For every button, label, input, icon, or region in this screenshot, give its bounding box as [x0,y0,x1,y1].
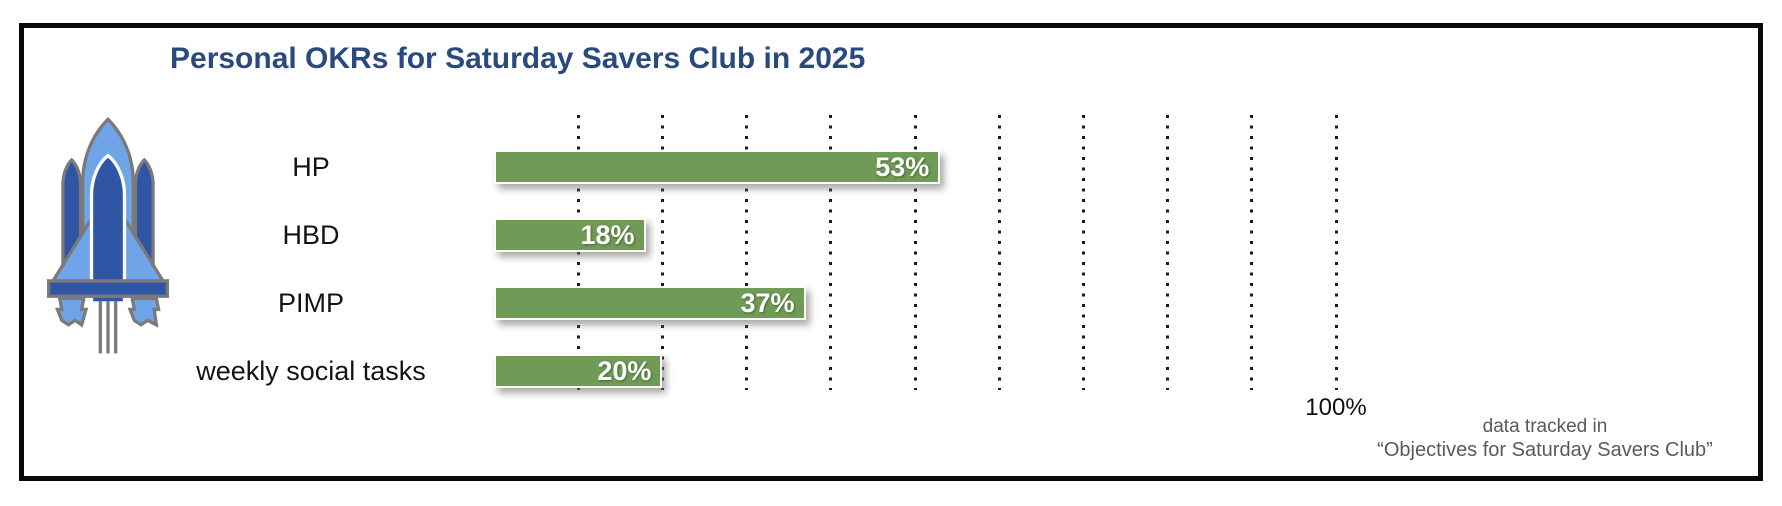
bar-pimp: 37% [494,286,806,320]
bar-data-label: 37% [740,288,795,318]
bar-data-label: 53% [875,152,930,182]
category-label: PIMP [277,288,344,318]
gridline-30pct [745,115,749,390]
gridline-60pct [997,115,1001,390]
bar-hbd: 18% [494,218,646,252]
footnote-line-2: “Objectives for Saturday Savers Club” [1377,439,1713,461]
chart-title: Personal OKRs for Saturday Savers Club i… [170,42,866,75]
gridline-50pct [913,115,917,390]
rocket-flame-right [127,296,161,328]
bar-data-label: 18% [580,220,635,250]
bar-hp: 53% [494,150,941,184]
category-label: HBD [282,220,340,250]
footnote-line-1: data tracked in [1482,416,1608,437]
bar-weekly-social-tasks: 20% [494,354,663,388]
rocket-icon [47,116,169,354]
gridline-40pct [829,115,833,390]
axis-tick-label-100: 100% [1305,394,1367,421]
gridline-10pct [576,115,580,390]
category-label: HP [292,152,330,182]
footnote: data tracked in “Objectives for Saturday… [1330,415,1760,463]
gridline-100pct [1334,115,1338,390]
gridline-80pct [1166,115,1170,390]
gridline-20pct [660,115,664,390]
slide-border [19,23,1763,481]
gridline-90pct [1250,115,1254,390]
gridline-70pct [1081,115,1085,390]
rocket-flame-left [55,296,89,328]
rocket-crossbar [47,279,169,298]
bar-data-label: 20% [597,356,652,386]
category-label: weekly social tasks [196,356,426,386]
